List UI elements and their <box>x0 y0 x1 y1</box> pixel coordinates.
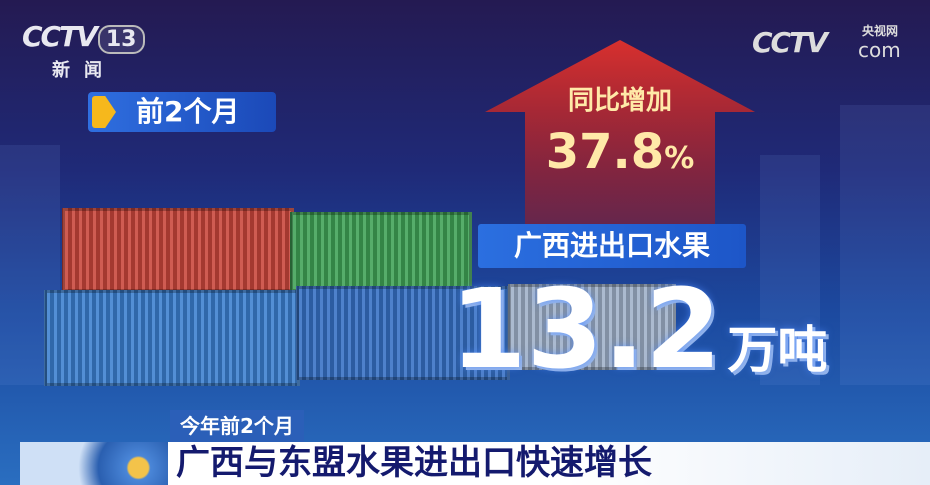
cctv-com-watermark: CCTV 央视网 com <box>752 24 901 62</box>
caption-bar <box>20 442 930 485</box>
growth-value: 37.8% <box>520 124 720 180</box>
period-tag-text: 前2个月 <box>136 95 240 128</box>
background-building <box>760 155 820 385</box>
container-red <box>62 208 294 292</box>
growth-label: 同比增加 <box>567 86 672 116</box>
period-tag: 前2个月 <box>88 92 276 132</box>
container-grey <box>508 284 676 370</box>
cctv13-logo: CCTV 13 新闻 <box>22 20 145 82</box>
watermark-com: com <box>858 38 901 62</box>
logo-channel-name: 新闻 <box>52 60 116 81</box>
logo-brand: CCTV <box>22 20 98 53</box>
growth-unit: % <box>664 141 695 176</box>
globe-icon <box>20 442 168 485</box>
caption-headline: 广西与东盟水果进出口快速增长 <box>176 443 652 483</box>
container-green <box>290 212 472 292</box>
metric-unit: 万吨 <box>727 321 828 379</box>
metric-number: 13.2 <box>450 265 722 393</box>
metric-label: 广西进出口水果 <box>478 224 746 268</box>
up-arrow-icon <box>485 40 755 240</box>
logo-channel: 13 <box>97 25 145 54</box>
background-building <box>840 105 930 385</box>
caption-tag: 今年前2个月 <box>170 410 304 442</box>
container-blue <box>44 290 300 386</box>
metric-value: 13.2 万吨 <box>450 272 827 408</box>
growth-number: 37.8 <box>545 124 665 180</box>
watermark-cn: 央视网 <box>862 24 899 38</box>
watermark-brand: CCTV <box>752 26 828 59</box>
play-triangle-icon <box>92 96 116 128</box>
